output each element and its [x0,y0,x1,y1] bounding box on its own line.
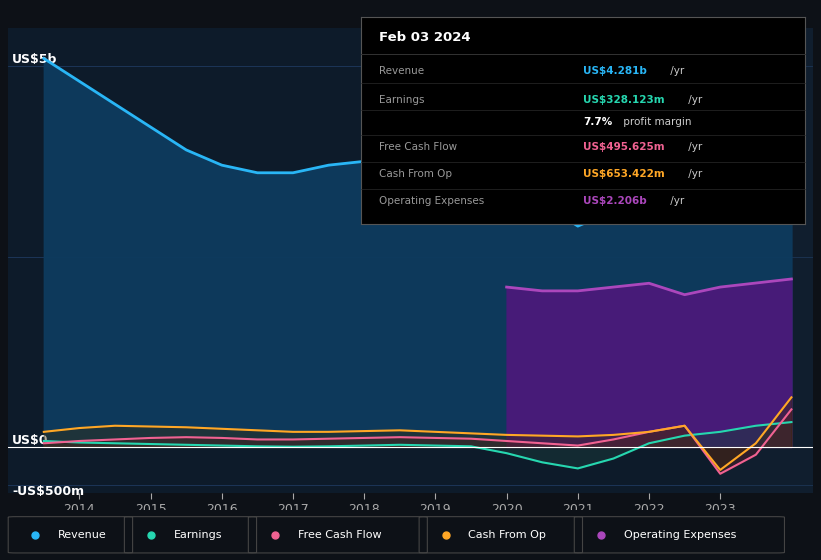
Text: Revenue: Revenue [379,66,424,76]
Text: Earnings: Earnings [379,95,424,105]
Text: US$328.123m: US$328.123m [583,95,664,105]
Text: US$495.625m: US$495.625m [583,142,664,152]
Text: US$653.422m: US$653.422m [583,169,665,179]
Text: /yr: /yr [667,66,684,76]
Text: /yr: /yr [686,169,703,179]
Text: US$0: US$0 [12,434,48,447]
Text: Feb 03 2024: Feb 03 2024 [379,31,470,44]
Text: US$5b: US$5b [12,53,57,66]
Text: Earnings: Earnings [174,530,222,540]
Text: Free Cash Flow: Free Cash Flow [379,142,457,152]
Text: Operating Expenses: Operating Expenses [379,196,484,206]
Text: /yr: /yr [686,142,703,152]
Text: US$2.206b: US$2.206b [583,196,647,206]
Text: 7.7%: 7.7% [583,118,612,128]
Text: Cash From Op: Cash From Op [469,530,546,540]
Text: /yr: /yr [667,196,684,206]
Text: profit margin: profit margin [620,118,691,128]
Text: -US$500m: -US$500m [12,485,85,498]
Text: Free Cash Flow: Free Cash Flow [298,530,381,540]
Bar [720,28,813,493]
Text: Revenue: Revenue [57,530,106,540]
Text: US$4.281b: US$4.281b [583,66,647,76]
Text: Cash From Op: Cash From Op [379,169,452,179]
Text: /yr: /yr [686,95,703,105]
Text: Operating Expenses: Operating Expenses [624,530,736,540]
